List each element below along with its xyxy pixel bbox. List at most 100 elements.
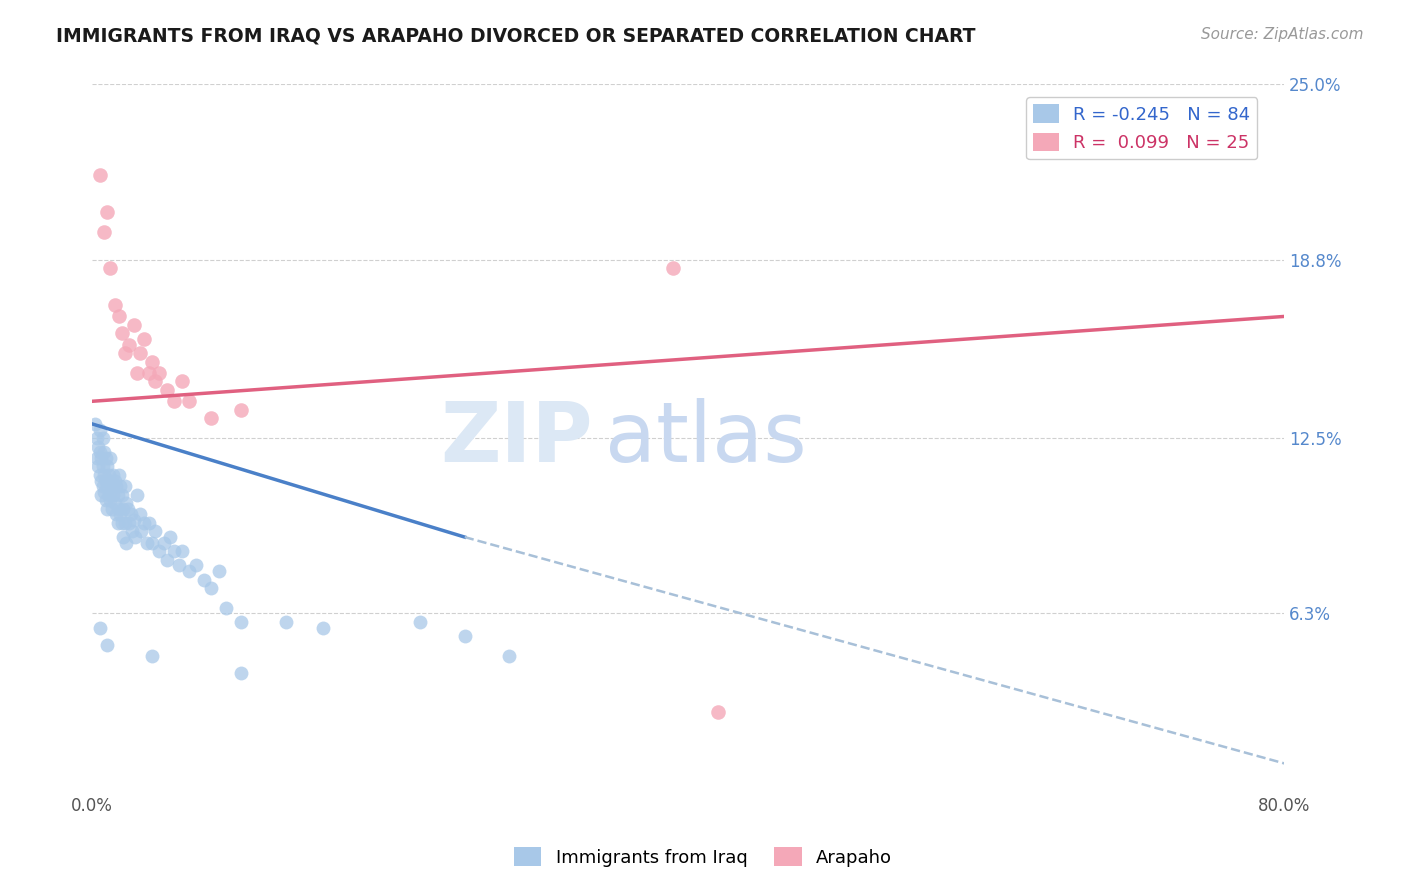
- Point: [93, 225, 115, 239]
- Point: [118, 337, 141, 351]
- Point: [93, 467, 115, 482]
- Point: [110, 479, 132, 493]
- Point: [94, 493, 117, 508]
- Point: [87, 440, 110, 454]
- Point: [107, 516, 129, 530]
- Point: [97, 467, 120, 482]
- Point: [111, 516, 134, 530]
- Point: [122, 318, 145, 332]
- Point: [91, 479, 114, 493]
- Point: [110, 508, 132, 522]
- Point: [87, 459, 110, 474]
- Point: [170, 544, 193, 558]
- Point: [167, 558, 190, 573]
- Point: [89, 168, 111, 182]
- Point: [498, 648, 520, 663]
- Point: [141, 354, 163, 368]
- Point: [89, 445, 111, 459]
- Point: [108, 310, 131, 324]
- Point: [200, 411, 222, 425]
- Point: [93, 445, 115, 459]
- Point: [117, 501, 139, 516]
- Point: [134, 516, 156, 530]
- Point: [118, 516, 141, 530]
- Point: [200, 581, 222, 595]
- Point: [86, 431, 108, 445]
- Point: [94, 450, 117, 465]
- Point: [138, 516, 160, 530]
- Point: [96, 204, 118, 219]
- Point: [103, 298, 125, 312]
- Point: [114, 516, 136, 530]
- Point: [231, 402, 253, 417]
- Point: [101, 488, 124, 502]
- Point: [215, 600, 238, 615]
- Point: [159, 530, 181, 544]
- Text: Source: ZipAtlas.com: Source: ZipAtlas.com: [1201, 27, 1364, 42]
- Point: [134, 332, 156, 346]
- Text: atlas: atlas: [605, 398, 807, 479]
- Point: [115, 535, 138, 549]
- Point: [274, 615, 297, 629]
- Point: [114, 479, 136, 493]
- Point: [90, 488, 112, 502]
- Point: [707, 706, 730, 720]
- Point: [89, 621, 111, 635]
- Point: [409, 615, 432, 629]
- Point: [108, 467, 131, 482]
- Point: [152, 535, 174, 549]
- Point: [89, 423, 111, 437]
- Point: [186, 558, 208, 573]
- Point: [84, 417, 107, 431]
- Point: [125, 488, 148, 502]
- Point: [93, 484, 115, 499]
- Point: [96, 459, 118, 474]
- Point: [136, 535, 159, 549]
- Point: [231, 615, 253, 629]
- Point: [91, 459, 114, 474]
- Point: [125, 366, 148, 380]
- Point: [121, 524, 143, 539]
- Point: [105, 479, 128, 493]
- Point: [94, 474, 117, 488]
- Point: [90, 474, 112, 488]
- Point: [98, 450, 121, 465]
- Point: [231, 665, 253, 680]
- Point: [128, 508, 150, 522]
- Point: [100, 479, 122, 493]
- Point: [112, 530, 135, 544]
- Point: [141, 648, 163, 663]
- Point: [103, 474, 125, 488]
- Point: [208, 564, 231, 578]
- Text: ZIP: ZIP: [440, 398, 593, 479]
- Point: [662, 261, 685, 276]
- Point: [122, 513, 145, 527]
- Point: [89, 467, 111, 482]
- Point: [163, 394, 186, 409]
- Point: [98, 474, 121, 488]
- Point: [105, 508, 128, 522]
- Point: [107, 488, 129, 502]
- Point: [193, 573, 215, 587]
- Point: [177, 564, 200, 578]
- Point: [111, 488, 134, 502]
- Point: [128, 346, 150, 360]
- Point: [101, 467, 124, 482]
- Point: [177, 394, 200, 409]
- Point: [103, 496, 125, 510]
- Point: [112, 501, 135, 516]
- Point: [111, 326, 134, 341]
- Point: [98, 261, 121, 276]
- Point: [96, 501, 118, 516]
- Point: [143, 375, 166, 389]
- Point: [148, 366, 170, 380]
- Point: [148, 544, 170, 558]
- Point: [114, 346, 136, 360]
- Legend: Immigrants from Iraq, Arapaho: Immigrants from Iraq, Arapaho: [506, 840, 900, 874]
- Point: [124, 530, 146, 544]
- Point: [100, 501, 122, 516]
- Point: [156, 552, 179, 566]
- Point: [156, 383, 179, 397]
- Point: [108, 501, 131, 516]
- Point: [120, 508, 142, 522]
